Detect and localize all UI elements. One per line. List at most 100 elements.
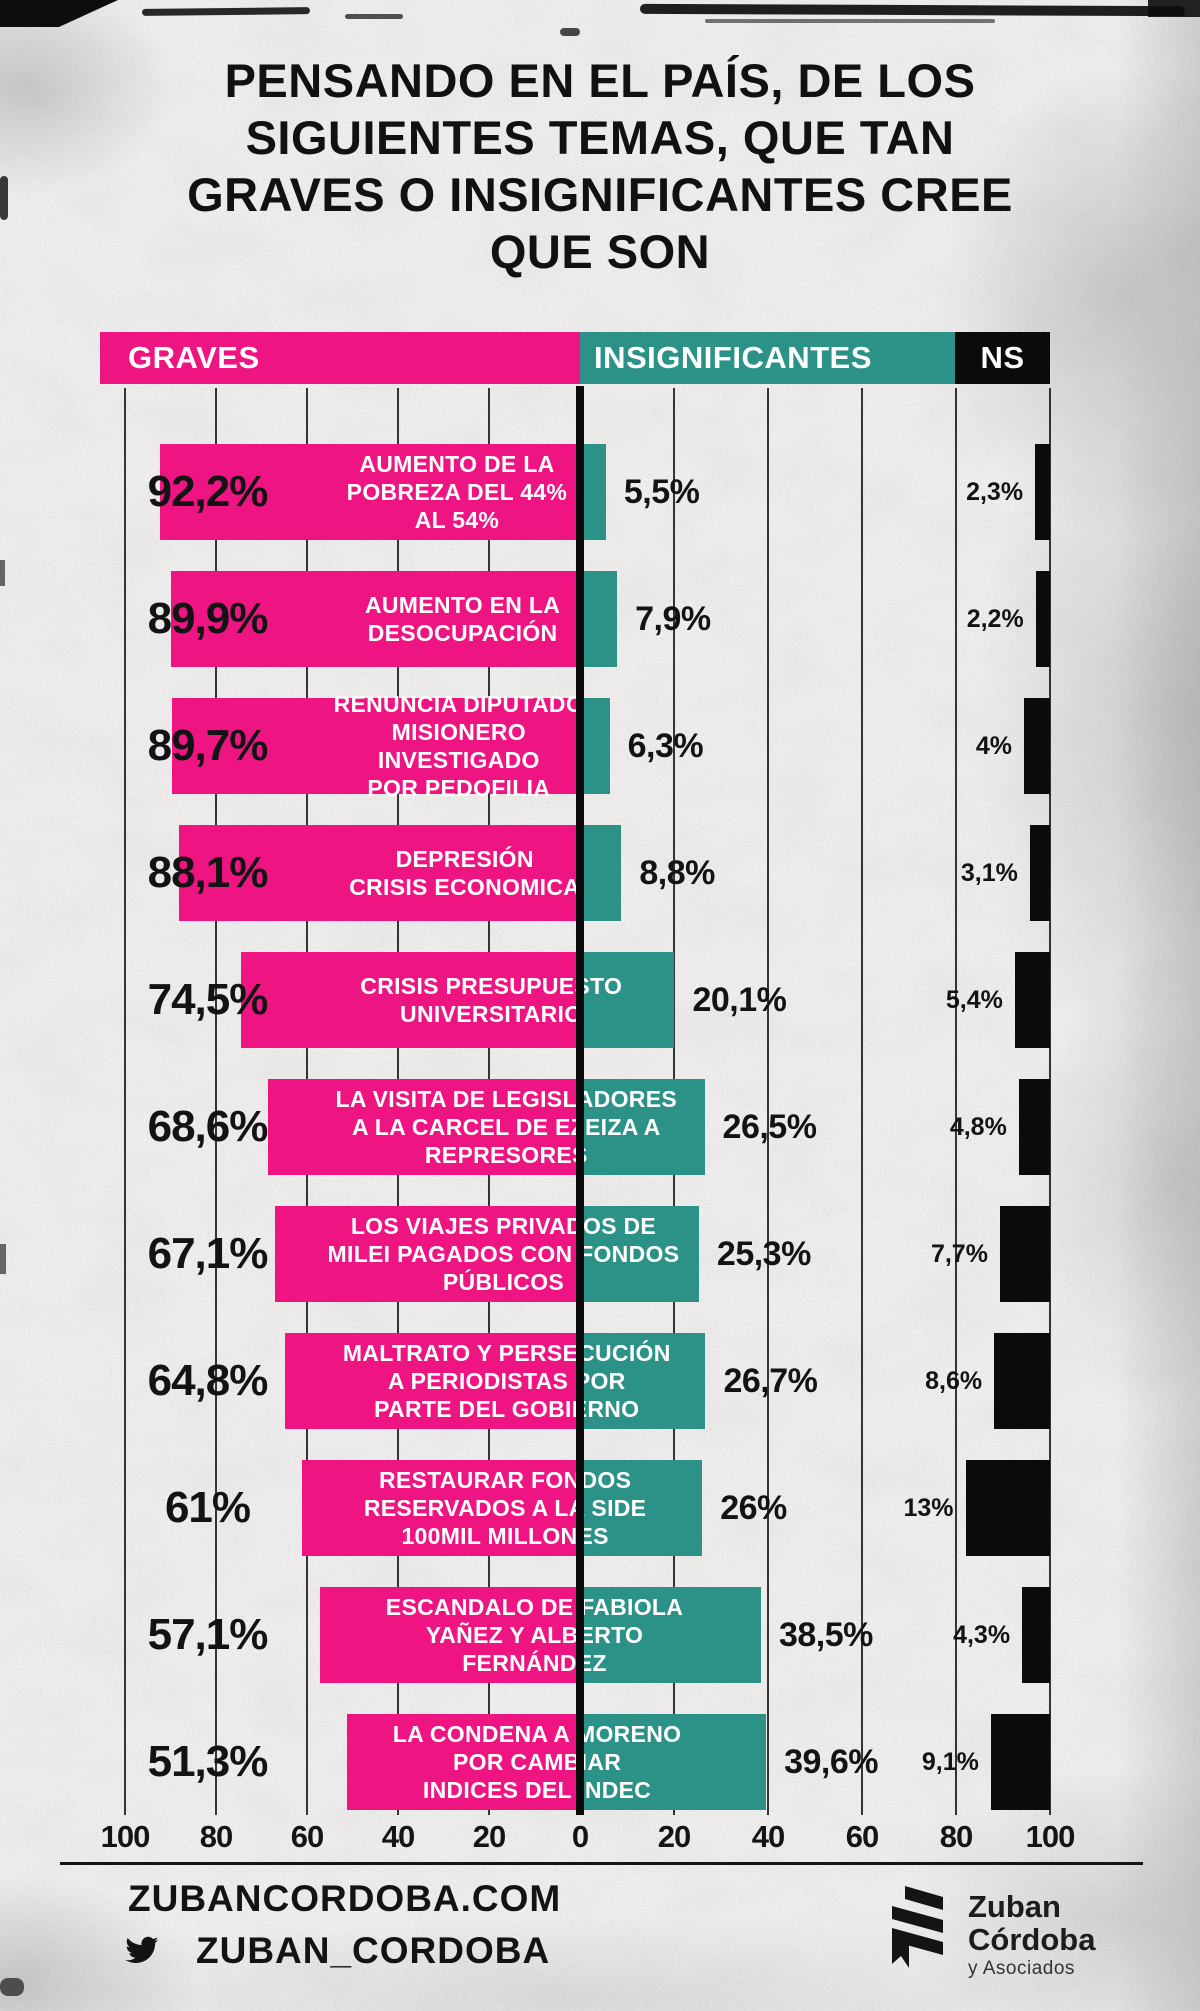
graves-value-label: 51,3% (147, 1737, 269, 1786)
ns-bar (965, 1460, 1050, 1556)
gridline (215, 388, 217, 1815)
footer-divider (60, 1862, 1143, 1865)
ns-bar (1022, 1587, 1050, 1683)
graves-bar (179, 825, 580, 921)
legend-graves: GRAVES (100, 332, 580, 384)
axis-tick-label: 80 (939, 1819, 973, 1854)
graves-value-label: 57,1% (147, 1610, 269, 1659)
grunge-mark (560, 28, 580, 36)
topic-label: RENUNCIA DIPUTADO MISIONERO INVESTIGADO … (333, 691, 585, 801)
ns-value-label: 7,7% (930, 1239, 988, 1268)
graves-value-label: 89,7% (147, 721, 269, 770)
insignificantes-value-label: 26% (720, 1488, 787, 1527)
graves-value-label: 64,8% (147, 1356, 269, 1405)
chart-row: 74,5% CRISIS PRESUPUESTO UNIVERSITARIO 20,… (0, 952, 1200, 1048)
gridline (1049, 388, 1051, 1815)
logo-line2: Córdoba (968, 1922, 1096, 1957)
insignificantes-bar (580, 1460, 703, 1556)
graves-bar (171, 698, 580, 794)
graves-bar (267, 1079, 580, 1175)
insignificantes-bar (580, 444, 606, 540)
gridline (955, 388, 957, 1815)
chart-row: 89,7% RENUNCIA DIPUTADO MISIONERO INVESTI… (0, 691, 1200, 801)
chart-row: 67,1% LOS VIAJES PRIVADOS DE MILEI PAGADO… (0, 1206, 1200, 1302)
axis-tick-label: 60 (845, 1819, 879, 1854)
graves-value-label: 74,5% (147, 975, 269, 1024)
logo-mark-icon (892, 1886, 943, 1968)
page-title: PENSANDO EN EL PAÍS, DE LOS SIGUIENTES T… (187, 54, 1013, 278)
grunge-mark (0, 1244, 6, 1274)
legend-insignificantes: INSIGNIFICANTES (580, 332, 955, 384)
insignificantes-value-label: 8,8% (639, 853, 715, 892)
ns-bar (1018, 1079, 1050, 1175)
graves-value-label: 61% (164, 1483, 251, 1532)
axis-tick-label: 20 (472, 1819, 506, 1854)
logo-line3: y Asociados (968, 1958, 1075, 1979)
topic-label: RESTAURAR FONDOS RESERVADOS A LA SIDE 10… (363, 1467, 647, 1549)
chart-row: 89,9% AUMENTO EN LA DESOCUPACIÓN 7,9% 2,2% (0, 571, 1200, 667)
insignificantes-bar (580, 1587, 761, 1683)
grunge-mark (0, 176, 8, 220)
grunge-mark (1148, 0, 1200, 17)
website-text: ZUBANCORDOBA.COM (128, 1878, 562, 1919)
graves-bar (320, 1587, 580, 1683)
graves-bar (346, 1714, 580, 1810)
ns-value-label: 4,8% (949, 1112, 1007, 1141)
ns-value-label: 5,4% (945, 985, 1003, 1014)
axis-tick-label: 80 (199, 1819, 233, 1854)
topic-label: LOS VIAJES PRIVADOS DE MILEI PAGADOS CON… (327, 1213, 680, 1295)
axis-tick-label: 40 (381, 1819, 415, 1854)
insignificantes-value-label: 5,5% (623, 472, 700, 511)
graves-bar (160, 444, 580, 540)
logo-text: Zuban Córdoba y Asociados (968, 1884, 1095, 1982)
twitter-handle: ZUBAN_CORDOBA (196, 1930, 551, 1971)
chart-row: 88,1% DEPRESIÓN CRISIS ECONOMICA 8,8% 3,1% (0, 825, 1200, 921)
axis-tick-label: 100 (1025, 1819, 1076, 1854)
ns-value-label: 3,1% (960, 858, 1018, 887)
insignificantes-value-label: 26,7% (723, 1361, 818, 1400)
axis-tick-label: 20 (657, 1819, 691, 1854)
insignificantes-bar (580, 952, 675, 1048)
insignificantes-bar (580, 698, 610, 794)
axis-tick-label: 100 (100, 1819, 151, 1854)
chart-row: 92,2% AUMENTO DE LA POBREZA DEL 44% AL 54… (0, 444, 1200, 540)
graves-bar (274, 1206, 580, 1302)
graves-bar (241, 952, 580, 1048)
ns-bar (1024, 698, 1050, 794)
gridline (861, 388, 863, 1815)
ns-value-label: 4% (975, 731, 1012, 760)
graves-bar (170, 571, 580, 667)
ns-bar (1029, 825, 1050, 921)
ns-bar (990, 1714, 1050, 1810)
legend-ns: NS (955, 332, 1050, 384)
chart-row: 68,6% LA VISITA DE LEGISLADORES A LA CARC… (0, 1079, 1200, 1175)
ns-value-label: 8,6% (925, 1366, 983, 1395)
insignificantes-bar (580, 1206, 699, 1302)
topic-label: LA VISITA DE LEGISLADORES A LA CARCEL DE… (335, 1086, 677, 1168)
topic-label: AUMENTO EN LA DESOCUPACIÓN (364, 592, 561, 646)
insignificantes-value-label: 6,3% (627, 726, 704, 765)
graves-bar (285, 1333, 580, 1429)
ns-bar (1035, 571, 1050, 667)
ns-value-label: 2,2% (966, 604, 1024, 633)
ns-bar (1035, 444, 1050, 540)
ns-value-label: 4,3% (953, 1620, 1011, 1649)
topic-label: DEPRESIÓN CRISIS ECONOMICA (349, 846, 581, 900)
topic-label: ESCANDALO DE FABIOLA YAÑEZ Y ALBERTO FER… (385, 1594, 684, 1676)
axis-tick-label: 0 (571, 1819, 589, 1854)
twitter-row: ZUBAN_CORDOBA (120, 1930, 550, 1972)
graves-bar (302, 1460, 580, 1556)
grunge-mark (0, 1978, 24, 1996)
insignificantes-value-label: 25,3% (716, 1234, 811, 1273)
topic-label: CRISIS PRESUPUESTO UNIVERSITARIO (360, 973, 623, 1027)
insignificantes-bar (580, 1079, 705, 1175)
chart-row: 57,1% ESCANDALO DE FABIOLA YAÑEZ Y ALBERT… (0, 1587, 1200, 1683)
graves-value-label: 88,1% (147, 848, 269, 897)
insignificantes-value-label: 38,5% (778, 1615, 873, 1654)
axis-tick-label: 60 (290, 1819, 324, 1854)
grunge-mark (0, 560, 5, 586)
topic-label: MALTRATO Y PERSECUCIÓN A PERIODISTAS POR… (342, 1340, 671, 1422)
insignificantes-value-label: 39,6% (784, 1742, 879, 1781)
ns-value-label: 2,3% (966, 477, 1024, 506)
